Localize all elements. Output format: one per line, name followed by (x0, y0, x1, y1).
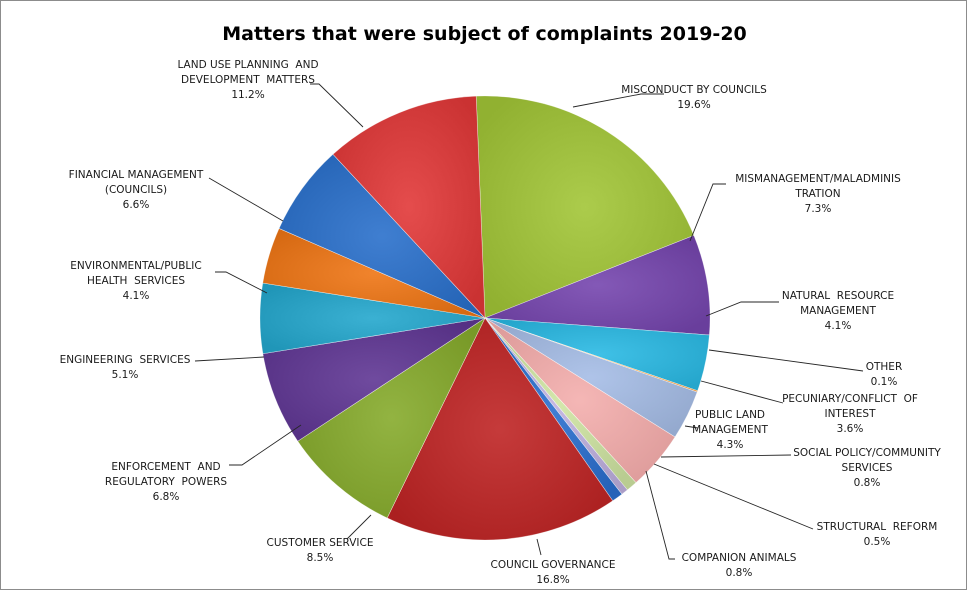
slice-label: CUSTOMER SERVICE 8.5% (267, 537, 374, 564)
slice-name: HEALTH SERVICES (87, 275, 185, 287)
slice-percent: 4.1% (123, 290, 150, 302)
slice-label: SOCIAL POLICY/COMMUNITY SERVICES 0.8% (793, 447, 941, 489)
leader-line (346, 514, 372, 540)
slice-percent: 16.8% (536, 574, 569, 586)
pie-slice-shading (476, 95, 694, 318)
slice-percent: 0.5% (864, 536, 891, 548)
slice-label: ENGINEERING SERVICES 5.1% (60, 354, 191, 381)
pie-slice-shading (297, 318, 485, 518)
slice-name: DEVELOPMENT MATTERS (181, 74, 315, 86)
slice-name: STRUCTURAL REFORM (817, 521, 938, 533)
pie-slice-shading (262, 228, 485, 318)
slice-percent: 3.6% (837, 423, 864, 435)
slice-percent: 6.6% (123, 199, 150, 211)
slice-name: FINANCIAL MANAGEMENT (69, 169, 204, 181)
pie-slice-shading (485, 318, 622, 501)
slice-name: OTHER (866, 361, 903, 373)
slice-name: MISMANAGEMENT/MALADMINIS (735, 173, 901, 185)
slice-name: ENVIRONMENTAL/PUBLIC (70, 260, 201, 272)
leader-line (700, 380, 784, 404)
slice-label: COMPANION ANIMALS 0.8% (682, 552, 797, 579)
slice-percent: 5.1% (112, 369, 139, 381)
slice-label: FINANCIAL MANAGEMENT (COUNCILS) 6.6% (69, 169, 204, 211)
pie-slice-shading (485, 318, 628, 495)
slice-percent: 0.8% (726, 567, 753, 579)
pie-slice-shading (485, 235, 711, 336)
slice-name: TRATION (794, 188, 840, 200)
slice-percent: 4.1% (825, 320, 852, 332)
leader-line (194, 356, 265, 362)
leader-line (310, 83, 364, 128)
slice-name: NATURAL RESOURCE (782, 290, 894, 302)
pie-slice-shading (333, 96, 485, 318)
slice-name: (COUNCILS) (105, 184, 167, 196)
pie-slice-shading (485, 318, 636, 490)
slice-percent: 4.3% (717, 439, 744, 451)
slice-label: MISMANAGEMENT/MALADMINIS TRATION 7.3% (735, 173, 901, 215)
slice-percent: 7.3% (805, 203, 832, 215)
pie-slice-shading (279, 154, 485, 318)
slice-label: LAND USE PLANNING AND DEVELOPMENT MATTERS… (177, 59, 318, 101)
slice-name: PECUNIARY/CONFLICT OF (782, 393, 918, 405)
slice-label: ENFORCEMENT AND REGULATORY POWERS 6.8% (105, 461, 228, 503)
slice-name: MISCONDUCT BY COUNCILS (621, 84, 767, 96)
slice-name: LAND USE PLANNING AND (177, 59, 318, 71)
slice-label: PECUNIARY/CONFLICT OF INTEREST 3.6% (782, 393, 918, 435)
slice-name: INTEREST (824, 408, 876, 420)
leader-line (705, 301, 779, 317)
leader-line (653, 463, 814, 530)
leader-line (684, 425, 699, 429)
pie-slice-shading (485, 318, 675, 483)
slice-name: REGULATORY POWERS (105, 476, 228, 488)
chart-title: Matters that were subject of complaints … (222, 23, 747, 45)
slice-label: PUBLIC LAND MANAGEMENT 4.3% (692, 409, 768, 451)
slice-label: MISCONDUCT BY COUNCILS 19.6% (621, 84, 767, 111)
slice-percent: 11.2% (231, 89, 264, 101)
slice-label: NATURAL RESOURCE MANAGEMENT 4.1% (782, 290, 894, 332)
slice-label: STRUCTURAL REFORM 0.5% (817, 521, 938, 548)
slice-percent: 6.8% (153, 491, 180, 503)
slice-name: ENGINEERING SERVICES (60, 354, 191, 366)
leader-line (229, 424, 302, 466)
slice-percent: 0.1% (871, 376, 898, 388)
pie-slice-shading (485, 318, 710, 391)
leader-line (708, 349, 864, 372)
leader-line (689, 183, 726, 242)
slice-name: SOCIAL POLICY/COMMUNITY (793, 447, 941, 459)
slice-name: COUNCIL GOVERNANCE (491, 559, 616, 571)
slice-name: CUSTOMER SERVICE (267, 537, 374, 549)
slice-label: COUNCIL GOVERNANCE 16.8% (491, 559, 616, 586)
leader-line (572, 93, 664, 108)
pie-slice-shading (262, 318, 485, 442)
slice-name: COMPANION ANIMALS (682, 552, 797, 564)
slice-name: MANAGEMENT (692, 424, 768, 436)
slice-label: OTHER 0.1% (866, 361, 903, 388)
slice-percent: 8.5% (307, 552, 334, 564)
slice-name: ENFORCEMENT AND (111, 461, 220, 473)
leader-line (536, 538, 542, 556)
pie-slice-shading (387, 318, 613, 541)
slice-name: MANAGEMENT (800, 305, 876, 317)
slice-percent: 19.6% (677, 99, 710, 111)
slice-name: PUBLIC LAND (695, 409, 765, 421)
slice-name: SERVICES (842, 462, 893, 474)
leader-line (645, 470, 675, 560)
slice-percent: 0.8% (854, 477, 881, 489)
leader-line (208, 177, 284, 222)
leader-line (215, 271, 268, 294)
leader-line (660, 454, 792, 458)
pie-slice-shading (259, 283, 485, 354)
pie-slice-shading (485, 318, 698, 438)
slice-label: ENVIRONMENTAL/PUBLIC HEALTH SERVICES 4.1% (70, 260, 201, 302)
